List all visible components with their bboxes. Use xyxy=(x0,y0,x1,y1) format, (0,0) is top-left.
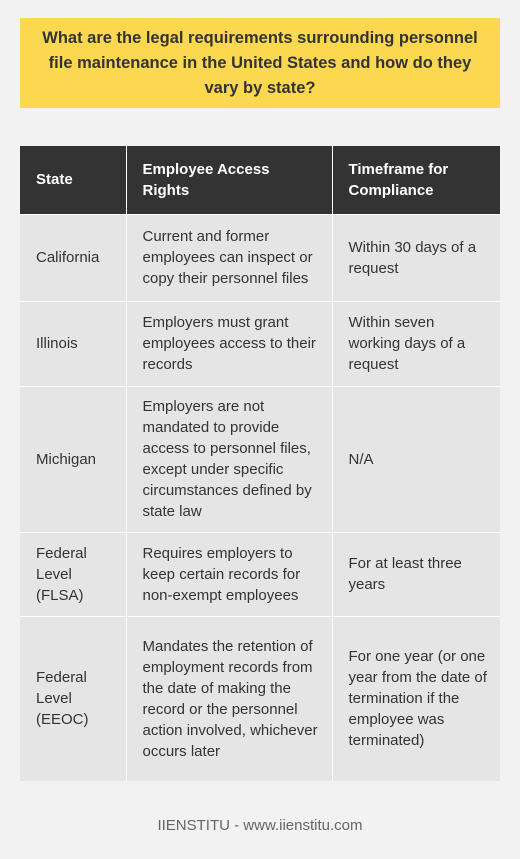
timeframe-cell: Within seven working days of a request xyxy=(331,300,500,386)
table-row: California Current and former employees … xyxy=(20,213,500,301)
table-row: Michigan Employers are not mandated to p… xyxy=(20,385,500,532)
column-header-state: State xyxy=(20,146,126,214)
access-rights-cell: Current and former employees can inspect… xyxy=(125,213,332,301)
footer-credit: IIENSTITU - www.iienstitu.com xyxy=(157,817,363,834)
state-cell: Michigan xyxy=(20,385,126,532)
timeframe-cell: For at least three years xyxy=(331,531,500,616)
state-cell: Federal Level (FLSA) xyxy=(20,531,126,616)
state-cell: Federal Level (EEOC) xyxy=(20,615,126,781)
column-header-access-rights: Employee Access Rights xyxy=(125,146,332,214)
access-rights-cell: Employers are not mandated to provide ac… xyxy=(125,385,332,532)
question-title-box: What are the legal requirements surround… xyxy=(20,18,500,108)
timeframe-cell: For one year (or one year from the date … xyxy=(331,615,500,781)
table-row: Federal Level (EEOC) Mandates the retent… xyxy=(20,615,500,781)
timeframe-cell: N/A xyxy=(331,385,500,532)
table-row: Illinois Employers must grant employees … xyxy=(20,300,500,386)
access-rights-cell: Mandates the retention of employment rec… xyxy=(125,615,332,781)
access-rights-cell: Employers must grant employees access to… xyxy=(125,300,332,386)
access-rights-cell: Requires employers to keep certain recor… xyxy=(125,531,332,616)
timeframe-cell: Within 30 days of a request xyxy=(331,213,500,301)
table-header-row: State Employee Access Rights Timeframe f… xyxy=(20,146,500,214)
question-title: What are the legal requirements surround… xyxy=(42,28,478,97)
state-cell: California xyxy=(20,213,126,301)
state-cell: Illinois xyxy=(20,300,126,386)
table-row: Federal Level (FLSA) Requires employers … xyxy=(20,531,500,616)
state-requirements-table: State Employee Access Rights Timeframe f… xyxy=(20,146,500,781)
column-header-timeframe: Timeframe for Compliance xyxy=(331,146,500,214)
